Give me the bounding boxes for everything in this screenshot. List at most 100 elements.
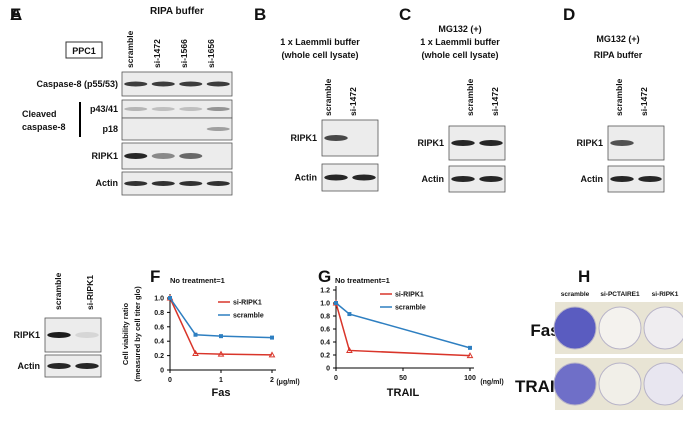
row-label: Actin	[422, 174, 445, 184]
row-label: Fas	[530, 321, 559, 340]
point	[347, 312, 352, 317]
panel-title: RIPA buffer	[594, 50, 643, 60]
y-tick-label: 0.2	[320, 353, 330, 360]
point	[193, 332, 198, 337]
y-tick-label: 0	[326, 366, 330, 373]
x-label: TRAIL	[387, 387, 420, 399]
row-label: Actin	[96, 178, 119, 188]
blot	[44, 354, 102, 378]
point	[217, 350, 225, 357]
band	[75, 363, 99, 369]
band	[124, 153, 148, 159]
x-unit: (ng/ml)	[480, 379, 503, 386]
band	[151, 81, 175, 87]
band	[324, 135, 348, 141]
lane-label: si-1472	[152, 39, 162, 68]
y-tick-label: 1.2	[320, 288, 330, 295]
panel-label: F	[150, 267, 160, 286]
y-label: (measured by cell titer glo)	[133, 286, 142, 382]
y-tick-label: 0.6	[154, 324, 164, 331]
lane-label: scramble	[323, 78, 333, 116]
well	[553, 362, 597, 406]
panel-title: 1 x Laemmli buffer	[280, 37, 360, 47]
lane-label: si-1472	[490, 87, 500, 116]
point	[334, 301, 338, 305]
group-label: Cleaved	[22, 109, 57, 119]
row-label: RIPK1	[13, 330, 40, 340]
panel-label: A	[10, 5, 22, 24]
y-tick-label: 0.4	[320, 340, 330, 347]
lane-label: si-1566	[179, 39, 189, 68]
annotation: No treatment=1	[335, 276, 390, 285]
x-tick-label: 50	[399, 375, 407, 382]
panel-title: 1 x Laemmli buffer	[420, 37, 500, 47]
y-tick-label: 0	[160, 368, 164, 375]
panel-title: (whole cell lysate)	[421, 50, 498, 60]
lane-label: si-1472	[639, 87, 649, 116]
band	[179, 153, 203, 159]
panel-label: G	[318, 267, 331, 286]
lane-label: scramble	[614, 78, 624, 116]
well	[598, 306, 642, 350]
series-line	[169, 297, 273, 356]
column-label: si-PCTAIRE1	[600, 291, 640, 298]
series-line	[169, 297, 273, 339]
band	[206, 81, 230, 87]
band	[47, 363, 71, 369]
y-label: Cell viability ratio	[121, 303, 130, 366]
well	[643, 306, 683, 350]
band	[151, 153, 175, 159]
band	[151, 181, 175, 186]
band	[479, 176, 503, 182]
panel-title: (whole cell lysate)	[281, 50, 358, 60]
band	[151, 107, 175, 111]
panel-label: E	[10, 5, 21, 24]
legend-label: scramble	[233, 313, 264, 320]
y-tick-label: 0.6	[320, 327, 330, 334]
annotation: No treatment=1	[170, 276, 225, 285]
point	[192, 349, 199, 356]
y-tick-label: 1.0	[154, 296, 164, 303]
x-tick-label: 0	[334, 375, 338, 382]
band	[47, 332, 71, 338]
band	[75, 332, 99, 338]
band	[179, 81, 203, 87]
lane-label: si-RIPK1	[85, 275, 95, 310]
band	[451, 176, 475, 182]
x-tick-label: 1	[219, 377, 223, 384]
point	[168, 296, 172, 300]
x-tick-label: 0	[168, 377, 172, 384]
row-label: Actin	[581, 174, 604, 184]
well	[553, 306, 597, 350]
lane-label: scramble	[465, 78, 475, 116]
row-label: Caspase-8 (p55/53)	[36, 79, 118, 89]
point	[346, 346, 353, 353]
point	[466, 352, 474, 359]
y-tick-label: 1.0	[320, 301, 330, 308]
row-label: Actin	[18, 361, 41, 371]
column-label: si-RIPK1	[652, 291, 679, 298]
row-label: RIPK1	[576, 138, 603, 148]
group-label: caspase-8	[22, 122, 66, 132]
x-label: Fas	[212, 387, 231, 399]
x-unit: (μg/ml)	[276, 379, 299, 386]
x-tick-label: 100	[464, 375, 476, 382]
row-label: RIPK1	[91, 151, 118, 161]
band	[206, 127, 230, 131]
legend-label: si-RIPK1	[233, 300, 262, 307]
legend-label: si-RIPK1	[395, 292, 424, 299]
band	[451, 140, 475, 146]
band	[206, 181, 230, 186]
panel-label: B	[254, 5, 266, 24]
point	[468, 345, 472, 350]
row-label: p43/41	[90, 104, 118, 114]
panel-title: RIPA buffer	[150, 6, 204, 17]
band	[610, 176, 634, 182]
well	[643, 362, 683, 406]
panel-label: H	[578, 267, 590, 286]
x-tick-label: 2	[270, 377, 274, 384]
band	[124, 107, 148, 111]
y-tick-label: 0.2	[154, 353, 164, 360]
panel-label: C	[399, 5, 411, 24]
